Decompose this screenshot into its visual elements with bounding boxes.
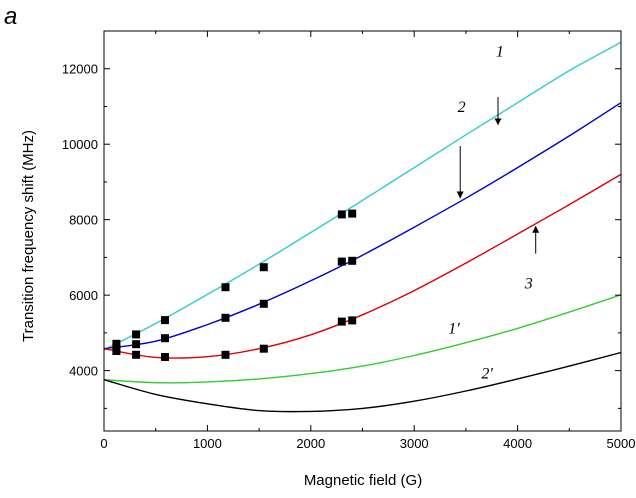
series-line-4: [103, 294, 622, 384]
plot-frame: [103, 30, 622, 432]
y-tick-label: 12000: [62, 62, 98, 77]
data-point-10: [221, 283, 230, 292]
series-layer: [103, 41, 622, 413]
data-point-4: [132, 330, 141, 339]
x-tick-label: 2000: [296, 436, 325, 451]
x-tick-label: 0: [100, 436, 107, 451]
curve-label-5: 2': [481, 366, 493, 383]
data-point-3: [112, 347, 121, 355]
data-point-7: [161, 316, 169, 325]
x-tick-label: 5000: [607, 436, 636, 451]
y-tick-label: 8000: [69, 213, 98, 228]
data-point-8: [161, 334, 169, 343]
series-line-1: [103, 41, 622, 351]
y-tick-label: 4000: [69, 364, 98, 379]
curve-label-3: 3: [524, 275, 533, 292]
data-point-12: [221, 350, 230, 359]
data-point-21: [348, 316, 357, 325]
data-point-16: [337, 210, 346, 219]
y-tick-label: 6000: [69, 288, 98, 303]
y-axis-title: Transition frequency shift (MHz): [20, 130, 37, 342]
x-axis-title: Magnetic field (G): [304, 472, 422, 489]
curve-label-2: 2: [458, 99, 466, 116]
x-tick-label: 3000: [400, 436, 429, 451]
panel-label: a: [4, 3, 17, 30]
y-tick-label: 10000: [62, 137, 98, 152]
points-layer: [112, 209, 357, 361]
data-point-14: [259, 299, 268, 308]
data-point-19: [348, 209, 357, 218]
data-point-5: [132, 340, 141, 349]
x-tick-label: 4000: [503, 436, 532, 451]
series-line-5: [103, 351, 622, 413]
curve-label-1: 1: [496, 43, 504, 60]
data-point-20: [348, 256, 357, 265]
data-point-11: [221, 313, 230, 322]
annotations-layer: 1 2 3 1' 2': [448, 43, 540, 383]
data-point-9: [161, 353, 169, 361]
data-point-18: [337, 317, 346, 326]
data-point-13: [259, 263, 268, 272]
x-tick-label: 1000: [193, 436, 222, 451]
data-point-15: [259, 344, 268, 353]
data-point-17: [337, 257, 346, 266]
series-line-2: [103, 102, 622, 350]
curve-label-4: 1': [448, 321, 460, 338]
axes-layer: 0 1000 2000 3000 4000 50004000600080001000012…: [62, 30, 636, 451]
series-line-3: [103, 173, 622, 359]
data-point-6: [132, 350, 141, 359]
